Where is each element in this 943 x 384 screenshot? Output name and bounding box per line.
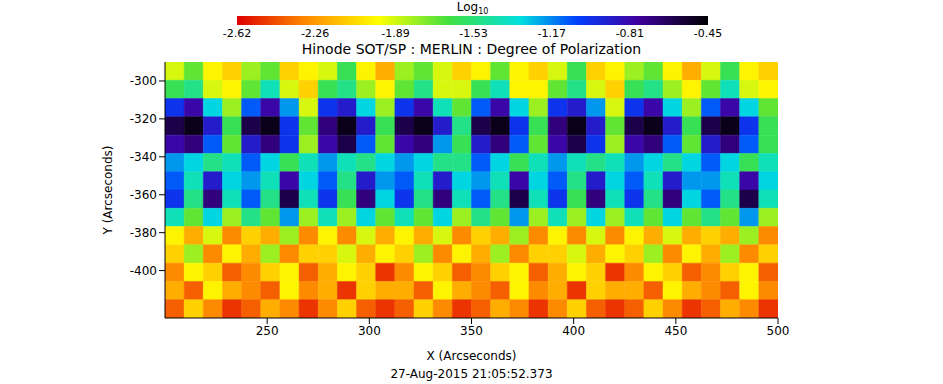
svg-text:-0.45: -0.45 <box>694 27 722 40</box>
svg-text:300: 300 <box>358 324 381 338</box>
svg-text:-300: -300 <box>130 74 157 88</box>
svg-text:-340: -340 <box>130 150 157 164</box>
svg-text:-1.53: -1.53 <box>459 27 487 40</box>
svg-text:Hinode SOT/SP : MERLIN : Degre: Hinode SOT/SP : MERLIN : Degree of Polar… <box>302 41 641 57</box>
svg-text:-1.89: -1.89 <box>381 27 409 40</box>
svg-text:-400: -400 <box>130 264 157 278</box>
svg-text:-2.26: -2.26 <box>301 27 329 40</box>
svg-text:-0.81: -0.81 <box>616 27 644 40</box>
svg-text:27-Aug-2015 21:05:52.373: 27-Aug-2015 21:05:52.373 <box>390 367 552 381</box>
svg-text:-320: -320 <box>130 112 157 126</box>
svg-text:400: 400 <box>562 324 585 338</box>
svg-text:-380: -380 <box>130 226 157 240</box>
svg-text:Log10: Log10 <box>457 0 489 16</box>
svg-text:-1.17: -1.17 <box>537 27 565 40</box>
svg-text:350: 350 <box>460 324 483 338</box>
svg-text:450: 450 <box>664 324 687 338</box>
svg-text:500: 500 <box>767 324 790 338</box>
svg-text:X (Arcseconds): X (Arcseconds) <box>427 349 517 363</box>
svg-text:-2.62: -2.62 <box>223 27 251 40</box>
svg-text:Y (Arcseconds): Y (Arcseconds) <box>101 145 115 235</box>
svg-text:-360: -360 <box>130 188 157 202</box>
svg-text:250: 250 <box>256 324 279 338</box>
